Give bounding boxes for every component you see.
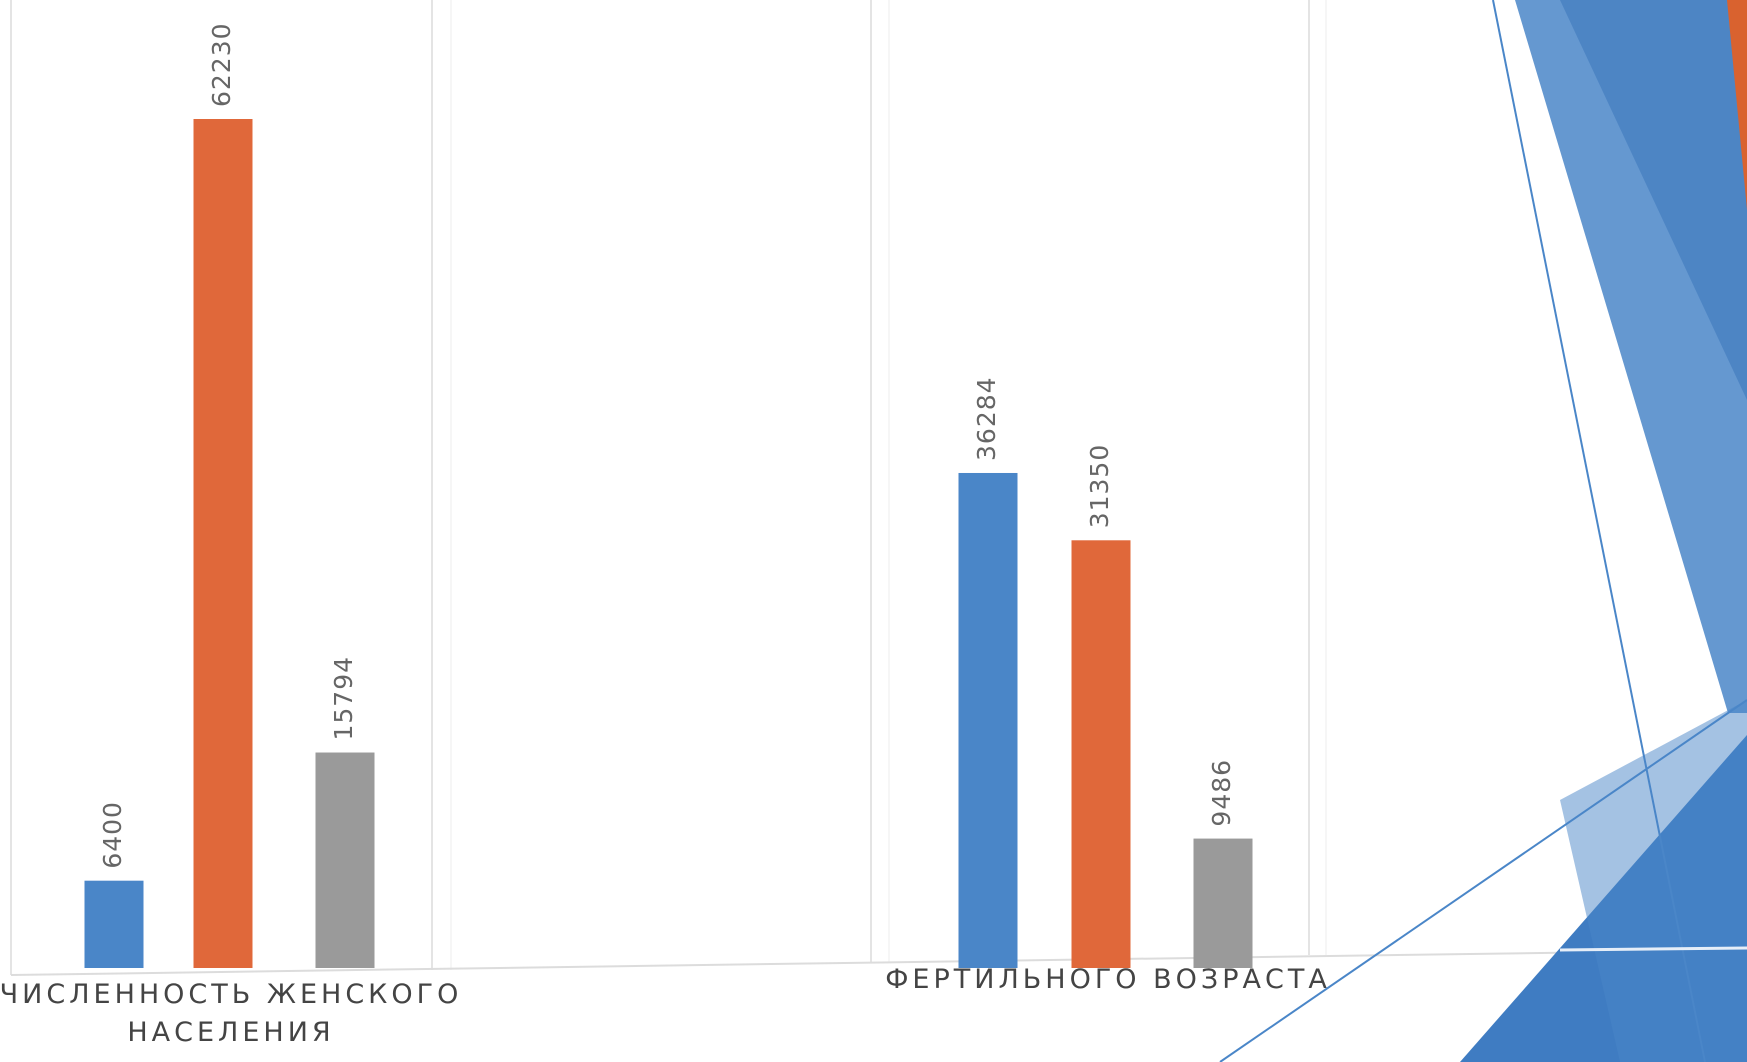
bar — [84, 880, 144, 968]
bar — [193, 119, 253, 968]
data-label: 62230 — [207, 22, 236, 107]
bar — [315, 752, 375, 968]
data-label: 15794 — [329, 656, 358, 741]
bar — [958, 472, 1018, 968]
bar — [1071, 540, 1131, 968]
decoration — [10, 0, 1747, 1062]
data-label: 6400 — [98, 801, 127, 869]
data-label: 31350 — [1085, 444, 1114, 529]
bar — [1193, 838, 1253, 968]
x-tick-label: ЧИСЛЕННОСТЬ ЖЕНСКОГО НАСЕЛЕНИЯ — [0, 979, 463, 1048]
data-label: 36284 — [972, 376, 1001, 461]
data-label: 9486 — [1207, 759, 1236, 827]
x-tick-label: ФЕРТИЛЬНОГО ВОЗРАСТА — [885, 964, 1331, 995]
